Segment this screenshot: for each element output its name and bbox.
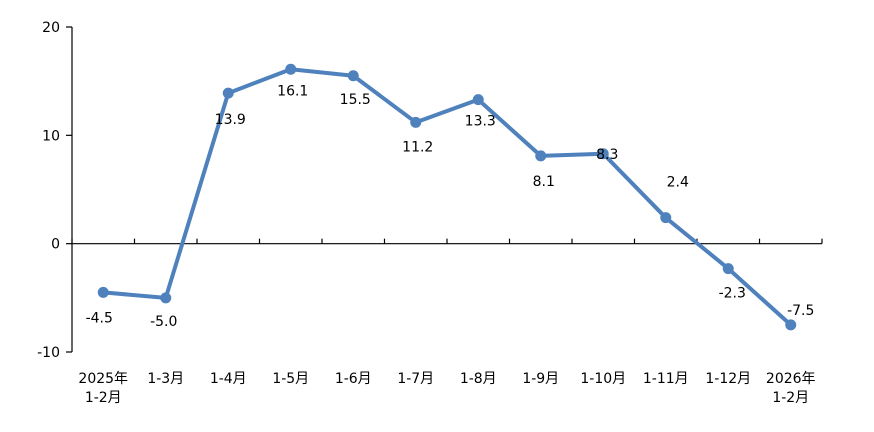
x-tick-label: 1-7月 xyxy=(397,371,434,387)
x-tick-label: 1-6月 xyxy=(335,371,372,387)
data-point xyxy=(660,212,672,224)
x-tick-label: 1-9月 xyxy=(522,371,559,387)
x-tick-label: 1-10月 xyxy=(580,371,626,387)
data-point xyxy=(535,150,547,162)
data-label: 2.4 xyxy=(667,175,689,191)
data-label: 13.9 xyxy=(215,112,246,128)
y-tick-label: 10 xyxy=(42,128,60,144)
data-label: -5.0 xyxy=(150,314,177,330)
data-point xyxy=(597,148,609,160)
series-line xyxy=(101,67,793,327)
data-label: -4.5 xyxy=(86,310,113,326)
data-point xyxy=(722,263,734,275)
data-point xyxy=(160,292,172,304)
x-tick-label: 1-3月 xyxy=(147,371,184,387)
x-tick-label: 2026年 1-2月 xyxy=(766,371,816,406)
x-tick-label: 1-12月 xyxy=(705,371,751,387)
x-tick-label: 1-11月 xyxy=(643,371,689,387)
data-labels: -4.5 -5.0 13.9 16.1 15.5 11.2 13.3 8.1 8.3 2.4 -2.… xyxy=(86,83,815,330)
y-tick-label: 0 xyxy=(51,237,60,253)
data-label: 8.3 xyxy=(596,147,618,163)
x-tick-label: 1-5月 xyxy=(272,371,309,387)
axes: -10 0 10 20 2025年 1-2月 1-3月 1-4月 1-5月 1-6月 1-7月 1-8… xyxy=(37,20,823,406)
data-point xyxy=(347,70,359,82)
data-point xyxy=(97,286,109,298)
data-label: 16.1 xyxy=(277,83,308,99)
series-group xyxy=(97,63,797,331)
data-label: -2.3 xyxy=(719,286,746,302)
x-tick-label: 2025年 1-2月 xyxy=(78,371,128,406)
data-point xyxy=(472,94,484,106)
data-label: 8.1 xyxy=(533,174,555,190)
data-label: 15.5 xyxy=(340,92,371,108)
data-point xyxy=(410,116,422,128)
data-label: 11.2 xyxy=(402,139,433,155)
y-tick-label: -10 xyxy=(37,345,60,361)
data-point xyxy=(785,319,797,331)
y-tick-label: 20 xyxy=(42,20,60,36)
data-point xyxy=(285,63,297,75)
data-point xyxy=(222,87,234,99)
data-label: -7.5 xyxy=(787,303,814,319)
data-label: 13.3 xyxy=(465,114,496,130)
x-tick-label: 1-4月 xyxy=(210,371,247,387)
x-tick-label: 1-8月 xyxy=(460,371,497,387)
